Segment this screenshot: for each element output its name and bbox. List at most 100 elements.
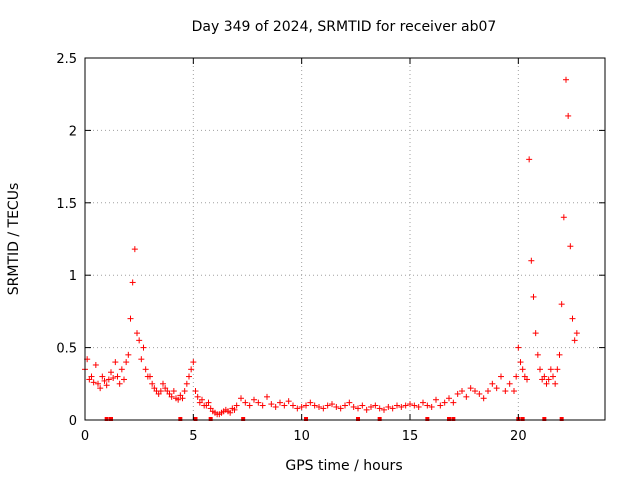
data-point: [134, 330, 140, 337]
data-point: [303, 402, 309, 409]
data-point: [92, 361, 99, 368]
data-point: [498, 373, 504, 380]
data-point: [110, 375, 117, 382]
baseline-marker: [447, 417, 451, 421]
data-point: [385, 403, 392, 410]
data-point: [530, 293, 537, 300]
data-point: [493, 385, 500, 392]
data-point: [333, 403, 340, 410]
data-point: [186, 373, 192, 380]
data-point: [476, 390, 483, 397]
data-point: [194, 393, 201, 400]
x-tick-label: 10: [293, 429, 310, 444]
data-point: [407, 401, 413, 408]
data-point: [138, 356, 145, 363]
data-point: [298, 403, 305, 410]
data-point: [277, 399, 283, 406]
data-point: [428, 403, 435, 410]
x-tick-label: 5: [189, 429, 197, 444]
data-point: [485, 388, 491, 395]
data-point: [524, 376, 530, 383]
data-point: [192, 388, 199, 395]
data-point: [131, 246, 138, 253]
data-point: [281, 402, 288, 409]
data-point: [272, 403, 279, 410]
data-point: [420, 399, 426, 406]
data-point: [183, 380, 190, 387]
data-point: [242, 399, 249, 406]
data-point: [467, 385, 474, 392]
data-point: [537, 366, 543, 373]
data-point: [563, 76, 569, 83]
baseline-marker: [520, 417, 525, 421]
data-point: [129, 279, 136, 286]
data-point: [136, 337, 143, 344]
data-point: [108, 369, 114, 376]
data-point: [342, 402, 348, 409]
data-point: [112, 359, 119, 366]
data-point: [251, 396, 257, 403]
data-point: [545, 376, 552, 383]
data-point: [118, 366, 125, 373]
y-tick-label: 1: [69, 269, 77, 284]
data-point: [554, 366, 561, 373]
data-point: [489, 380, 496, 387]
data-point: [513, 373, 520, 380]
data-point: [543, 380, 550, 387]
data-point: [268, 401, 275, 408]
data-point: [363, 406, 370, 413]
data-point: [573, 330, 580, 337]
baseline-marker: [425, 417, 430, 421]
data-point: [324, 402, 331, 409]
data-point: [140, 344, 147, 351]
data-point: [114, 373, 121, 380]
data-point: [147, 373, 153, 380]
data-point: [346, 399, 353, 406]
data-point: [502, 388, 509, 395]
data-point: [437, 402, 444, 409]
data-point: [233, 402, 240, 409]
data-point: [142, 366, 149, 373]
y-axis-ticks: 0 0.5 1 1.5 2 2.5: [56, 52, 605, 429]
data-point: [389, 405, 396, 412]
baseline-marker: [178, 417, 183, 421]
data-point: [205, 399, 212, 406]
data-point: [179, 395, 186, 402]
data-point: [565, 112, 572, 119]
baseline-marker: [241, 417, 246, 421]
data-point: [511, 388, 517, 395]
data-point: [168, 393, 175, 400]
data-point: [547, 366, 554, 373]
data-point: [446, 395, 452, 402]
data-point: [569, 315, 576, 322]
baseline-marker: [559, 417, 564, 421]
data-point: [90, 379, 97, 386]
x-axis-ticks: 0 5 10 15 20: [81, 58, 527, 444]
data-point: [552, 380, 559, 387]
data-point: [532, 330, 539, 337]
y-tick-label: 2: [69, 124, 77, 139]
data-point: [424, 402, 431, 409]
data-point: [170, 388, 177, 395]
data-point: [127, 315, 134, 322]
data-point: [123, 359, 130, 366]
x-tick-label: 0: [81, 429, 89, 444]
data-point: [454, 390, 461, 397]
data-point: [121, 376, 127, 383]
data-point: [472, 388, 478, 395]
data-point: [534, 351, 541, 358]
baseline-marker: [356, 417, 360, 421]
data-point: [556, 351, 563, 358]
data-point: [316, 403, 322, 410]
baseline-marker: [109, 417, 113, 421]
data-point: [181, 388, 188, 395]
x-axis-label: GPS time / hours: [285, 458, 402, 474]
data-point: [285, 398, 292, 405]
x-tick-label: 15: [402, 429, 419, 444]
data-point: [329, 401, 335, 408]
data-point: [526, 156, 533, 163]
data-point: [411, 402, 418, 409]
baseline-marker: [304, 417, 308, 421]
data-point: [398, 403, 405, 410]
